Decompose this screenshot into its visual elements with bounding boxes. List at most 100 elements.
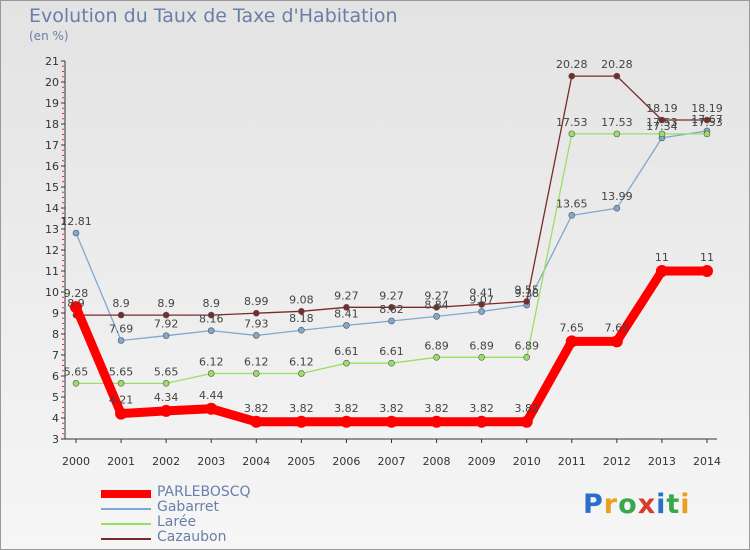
data-label: 8.41 xyxy=(334,307,359,320)
data-point xyxy=(613,204,621,212)
data-point xyxy=(478,308,485,315)
y-tick-label: 18 xyxy=(45,118,59,131)
legend-swatch xyxy=(101,538,151,540)
chart-title: Evolution du Taux de Taxe d'Habitation xyxy=(29,5,398,27)
data-point xyxy=(613,72,621,80)
data-label: 9.41 xyxy=(469,286,494,299)
data-label: 3.82 xyxy=(514,402,539,415)
y-tick-label: 11 xyxy=(45,265,59,278)
data-point xyxy=(523,354,531,361)
data-point xyxy=(388,359,395,367)
data-label: 8.99 xyxy=(244,295,269,308)
data-label: 7.65 xyxy=(605,321,630,334)
data-point xyxy=(385,415,398,428)
data-label: 8.9 xyxy=(67,297,85,310)
data-label: 6.89 xyxy=(514,339,539,352)
data-label: 8.9 xyxy=(202,297,220,310)
data-label: 17.53 xyxy=(691,116,723,129)
data-point xyxy=(298,370,305,377)
data-label: 5.65 xyxy=(154,365,179,378)
data-point xyxy=(565,335,578,348)
data-label: 5.65 xyxy=(109,365,134,378)
data-label: 8.16 xyxy=(199,313,224,326)
data-label: 9.28 xyxy=(64,287,89,300)
data-label: 17.53 xyxy=(646,116,678,129)
data-label: 3.82 xyxy=(244,402,269,415)
data-label: 6.61 xyxy=(334,345,359,358)
data-label: 7.65 xyxy=(560,321,585,334)
logo-letter: P xyxy=(583,489,604,520)
data-label: 3.82 xyxy=(424,402,449,415)
x-tick-label: 2007 xyxy=(378,455,406,468)
data-label: 3.82 xyxy=(334,402,359,415)
legend-label: Cazaubon xyxy=(157,529,227,545)
data-point xyxy=(160,404,173,417)
y-tick-label: 3 xyxy=(52,433,59,446)
x-tick-label: 2014 xyxy=(693,455,721,468)
data-point xyxy=(252,370,260,377)
y-tick-label: 8 xyxy=(52,328,59,341)
y-tick-label: 19 xyxy=(45,97,59,110)
data-label: 5.65 xyxy=(64,365,89,378)
data-point xyxy=(162,311,170,319)
legend-label: Gabarret xyxy=(157,499,219,515)
data-point xyxy=(162,332,170,339)
data-point xyxy=(433,304,440,311)
data-label: 4.44 xyxy=(199,389,224,402)
data-point xyxy=(72,229,80,237)
x-tick-label: 2006 xyxy=(332,455,360,468)
x-tick-label: 2008 xyxy=(423,455,451,468)
data-label: 11 xyxy=(655,251,669,264)
y-tick-label: 10 xyxy=(45,286,59,299)
data-label: 4.34 xyxy=(154,391,179,404)
data-point xyxy=(610,335,623,348)
data-label: 3.82 xyxy=(289,402,314,415)
data-point xyxy=(433,354,440,361)
logo-letter: t xyxy=(666,489,681,520)
data-point xyxy=(475,415,488,428)
data-point xyxy=(478,354,485,361)
data-point xyxy=(298,308,305,315)
x-tick-label: 2011 xyxy=(558,455,586,468)
data-label: 7.93 xyxy=(244,317,269,330)
data-label: 7.92 xyxy=(154,318,179,331)
data-label: 17.53 xyxy=(601,116,633,129)
data-point xyxy=(703,116,711,124)
data-label: 6.89 xyxy=(424,339,449,352)
y-tick-label: 4 xyxy=(52,412,59,425)
data-label: 6.12 xyxy=(244,355,269,368)
data-label: 17.67 xyxy=(691,113,723,126)
legend-swatch xyxy=(101,523,151,525)
data-point xyxy=(70,301,82,314)
data-label: 11 xyxy=(700,251,714,264)
data-point xyxy=(523,298,531,305)
x-tick-label: 2000 xyxy=(62,455,90,468)
data-label: 4.21 xyxy=(109,394,134,407)
data-label: 7.69 xyxy=(109,323,134,336)
data-point xyxy=(701,265,713,277)
data-point xyxy=(388,317,395,325)
data-label: 13.65 xyxy=(556,197,588,210)
data-point xyxy=(568,72,576,80)
data-label: 20.28 xyxy=(556,58,588,71)
legend-swatch xyxy=(101,508,151,510)
data-point xyxy=(343,359,350,367)
data-label: 12.81 xyxy=(60,215,92,228)
data-label: 9.38 xyxy=(514,287,539,300)
data-point xyxy=(343,304,350,311)
data-point xyxy=(207,327,215,334)
data-label: 9.07 xyxy=(469,294,494,307)
data-label: 6.61 xyxy=(379,345,404,358)
data-point xyxy=(252,332,260,339)
data-label: 9.08 xyxy=(289,293,314,306)
y-tick-label: 14 xyxy=(45,202,59,215)
data-label: 18.19 xyxy=(691,102,723,115)
data-label: 17.34 xyxy=(646,120,678,133)
data-label: 6.12 xyxy=(289,355,314,368)
logo-letter: i xyxy=(680,489,691,520)
y-tick-label: 17 xyxy=(45,139,59,152)
data-label: 6.89 xyxy=(469,339,494,352)
y-tick-label: 6 xyxy=(52,370,59,383)
